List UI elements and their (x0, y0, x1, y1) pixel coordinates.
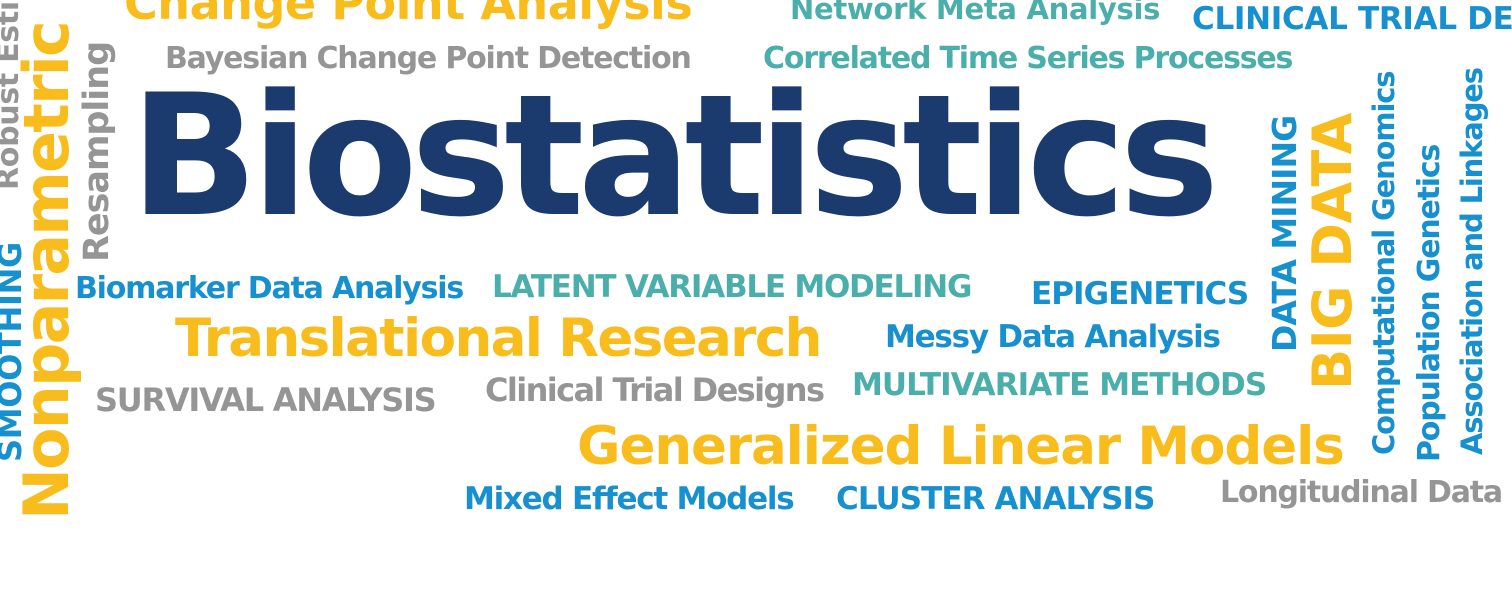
word-clinical-trial-de: CLINICAL TRIAL DE (1192, 1, 1512, 37)
word-latent-variable-modeling: LATENT VARIABLE MODELING (492, 269, 972, 305)
word-mixed-effect-models: Mixed Effect Models (464, 481, 795, 517)
word-association-and-linkages: Association and Linkages (1455, 68, 1489, 455)
word-cluster-analysis: CLUSTER ANALYSIS (836, 481, 1155, 517)
word-translational-research: Translational Research (175, 308, 822, 369)
word-epigenetics: EPIGENETICS (1031, 276, 1249, 312)
word-bayesian-change-point-detection: Bayesian Change Point Detection (165, 41, 692, 76)
word-longitudinal-data: Longitudinal Data (1220, 475, 1503, 510)
word-biostatistics: Biostatistics (130, 58, 1219, 254)
word-messy-data-analysis: Messy Data Analysis (885, 319, 1221, 355)
word-survival-analysis: SURVIVAL ANALYSIS (95, 381, 437, 419)
word-multivariate-methods: MULTIVARIATE METHODS (852, 367, 1267, 403)
word-nonparametric-methods: Nonparametric Mo (10, 0, 83, 520)
word-correlated-time-series: Correlated Time Series Processes (763, 41, 1293, 76)
word-population-genetics: Population Genetics (1412, 144, 1447, 462)
word-change-point-analysis: Change Point Analysis (124, 0, 693, 30)
word-network-meta-analysis: Network Meta Analysis (790, 0, 1161, 26)
word-clinical-trial-designs: Clinical Trial Designs (485, 371, 825, 409)
word-biomarker-data-analysis: Biomarker Data Analysis (75, 271, 464, 306)
word-resampling: Resampling (77, 41, 117, 262)
word-big-data: BIG DATA (1301, 113, 1364, 390)
word-computational-genomics: Computational Genomics (1367, 71, 1401, 455)
word-data-mining: DATA MINING (1265, 115, 1304, 352)
word-generalized-linear-models: Generalized Linear Models (577, 416, 1345, 477)
